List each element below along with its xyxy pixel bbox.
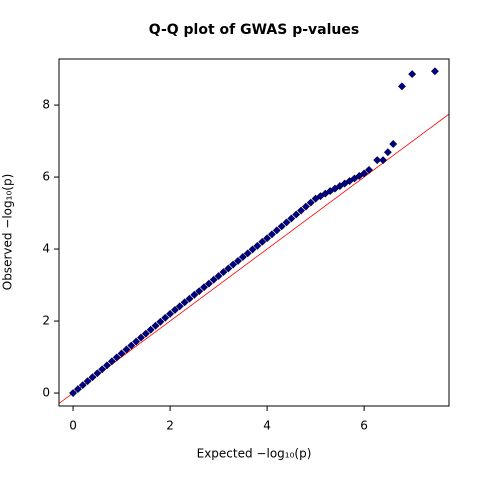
point (69, 389, 77, 397)
point (238, 253, 247, 261)
point (224, 264, 233, 273)
point (297, 206, 305, 215)
y-axis-label: Observed −log₁₀(p) (1, 174, 15, 291)
point (389, 140, 398, 148)
point (161, 313, 170, 322)
point (204, 279, 213, 288)
point (141, 329, 150, 338)
point (112, 353, 121, 362)
point (268, 230, 276, 239)
x-tick-label: 0 (69, 419, 77, 433)
point (209, 275, 218, 284)
point (127, 341, 136, 350)
point (219, 268, 228, 277)
point (214, 272, 223, 280)
point (195, 287, 204, 296)
point (175, 302, 184, 311)
point (137, 333, 145, 342)
plot-area (59, 67, 449, 404)
point (171, 305, 179, 314)
point (107, 357, 116, 366)
y-tick-label: 2 (42, 314, 50, 328)
point (301, 202, 310, 211)
point (98, 365, 107, 374)
point (258, 237, 267, 246)
point (431, 67, 439, 76)
point (248, 245, 257, 254)
point (234, 257, 242, 265)
point (103, 361, 111, 370)
point (360, 169, 369, 178)
point (373, 156, 382, 165)
point (287, 214, 296, 223)
point (383, 148, 392, 157)
point (243, 249, 252, 258)
x-tick-label: 6 (360, 419, 368, 433)
point (379, 156, 387, 165)
point (166, 309, 175, 318)
point (146, 325, 155, 334)
point (83, 377, 92, 386)
point (292, 210, 301, 219)
y-tick-label: 0 (42, 386, 50, 400)
point (180, 298, 189, 307)
y-tick-label: 4 (42, 242, 50, 256)
point (408, 70, 417, 79)
point (282, 218, 291, 227)
x-axis-label: Expected −log₁₀(p) (197, 447, 312, 461)
point (200, 283, 208, 292)
point (306, 198, 315, 207)
point (272, 226, 281, 235)
point (185, 294, 194, 303)
point (263, 234, 272, 243)
point (122, 345, 131, 354)
chart-title: Q-Q plot of GWAS p-values (149, 22, 359, 38)
plot-frame (58, 58, 450, 407)
point (117, 349, 126, 358)
x-tick-label: 2 (166, 419, 174, 433)
point (132, 337, 141, 346)
point (88, 373, 97, 382)
point (229, 260, 238, 269)
point (365, 165, 373, 174)
point (78, 381, 87, 390)
point (253, 241, 262, 250)
point (93, 369, 102, 378)
point (151, 321, 160, 330)
point (190, 290, 199, 299)
point (156, 317, 165, 326)
point (73, 385, 82, 394)
x-tick-label: 4 (263, 419, 271, 433)
point (277, 222, 286, 231)
point (398, 82, 406, 91)
y-tick-label: 8 (42, 98, 50, 112)
y-tick-label: 6 (42, 170, 50, 184)
